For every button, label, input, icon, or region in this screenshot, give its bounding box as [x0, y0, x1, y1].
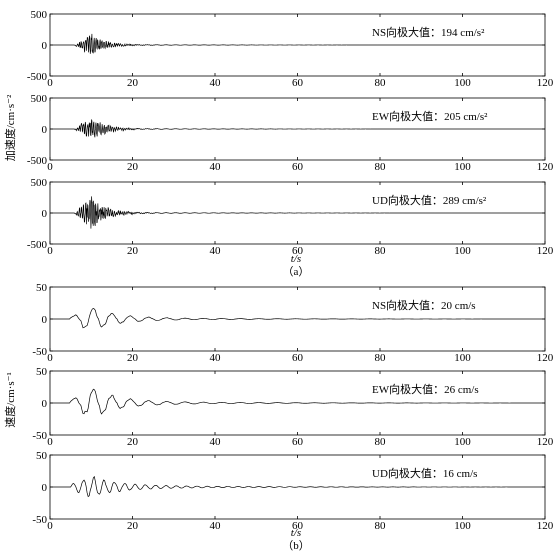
x-tick-label: 20: [127, 520, 139, 532]
x-tick-label: 0: [47, 436, 53, 448]
peak-annotation: EW向极大值：205 cm/s²: [372, 109, 488, 123]
caption-b: （b）: [282, 539, 310, 552]
x-tick-label: 100: [454, 352, 471, 364]
x-tick-label: 100: [454, 77, 471, 89]
x-tick-label: 40: [210, 352, 222, 364]
x-tick-label: 60: [292, 520, 304, 532]
x-tick-label: 80: [375, 161, 387, 173]
x-tick-label: 120: [537, 352, 554, 364]
x-tick-label: 120: [537, 161, 554, 173]
x-tick-label: 80: [375, 245, 387, 257]
x-tick-label: 60: [292, 245, 304, 257]
x-tick-label: 60: [292, 436, 304, 448]
x-tick-label: 40: [210, 436, 222, 448]
x-tick-label: 80: [375, 520, 387, 532]
waveform-line: [50, 119, 546, 138]
x-tick-label: 0: [47, 352, 53, 364]
waveform-line: [50, 33, 545, 54]
x-tick-label: 80: [375, 77, 387, 89]
y-tick-label: -500: [27, 155, 48, 167]
peak-annotation: NS向极大值：194 cm/s²: [372, 25, 485, 39]
y-tick-label: 500: [31, 177, 48, 189]
y-tick-label: 0: [42, 208, 48, 220]
y-tick-label: 50: [36, 282, 48, 294]
x-tick-label: 120: [537, 77, 554, 89]
peak-annotation: UD向极大值：289 cm/s²: [372, 193, 487, 207]
waveform-line: [50, 196, 545, 229]
x-tick-label: 100: [454, 245, 471, 257]
x-tick-label: 60: [292, 161, 304, 173]
x-tick-label: 20: [127, 161, 139, 173]
y-tick-label: 0: [42, 124, 48, 136]
acceleration-ylabel: 加速度/cm·s⁻²: [3, 94, 17, 161]
x-tick-label: 80: [375, 352, 387, 364]
x-tick-label: 40: [210, 520, 222, 532]
x-tick-label: 100: [454, 161, 471, 173]
caption-a: （a）: [283, 265, 310, 278]
x-tick-label: 60: [292, 77, 304, 89]
x-tick-label: 20: [127, 436, 139, 448]
acceleration-xlabel: t/s: [291, 253, 301, 265]
y-tick-label: 0: [42, 314, 48, 326]
x-tick-label: 100: [454, 520, 471, 532]
y-tick-label: 500: [31, 9, 48, 21]
velocity-xlabel: t/s: [291, 527, 301, 539]
x-tick-label: 120: [537, 520, 554, 532]
x-tick-label: 20: [127, 77, 139, 89]
y-tick-label: 50: [36, 366, 48, 378]
x-tick-label: 40: [210, 245, 222, 257]
y-tick-label: 0: [42, 398, 48, 410]
y-tick-label: -50: [32, 346, 47, 358]
y-tick-label: 0: [42, 40, 48, 52]
x-tick-label: 0: [47, 77, 53, 89]
x-tick-label: 0: [47, 245, 53, 257]
x-tick-label: 60: [292, 352, 304, 364]
x-tick-label: 120: [537, 245, 554, 257]
velocity-ylabel: 速度/cm·s⁻¹: [3, 372, 17, 428]
x-tick-label: 20: [127, 352, 139, 364]
y-tick-label: -500: [27, 239, 48, 251]
x-tick-label: 40: [210, 161, 222, 173]
x-tick-label: 0: [47, 520, 53, 532]
peak-annotation: EW向极大值：26 cm/s: [372, 382, 479, 396]
y-tick-label: 500: [31, 93, 48, 105]
peak-annotation: NS向极大值：20 cm/s: [372, 298, 476, 312]
waveform-line: [50, 388, 545, 415]
y-tick-label: 0: [42, 482, 48, 494]
x-tick-label: 100: [454, 436, 471, 448]
x-tick-label: 0: [47, 161, 53, 173]
peak-annotation: UD向极大值：16 cm/s: [372, 466, 477, 480]
y-tick-label: -50: [32, 514, 47, 526]
waveform-line: [50, 307, 546, 329]
x-tick-label: 80: [375, 436, 387, 448]
y-tick-label: -500: [27, 71, 48, 83]
waveform-line: [50, 475, 546, 498]
y-tick-label: 50: [36, 450, 48, 462]
x-tick-label: 20: [127, 245, 139, 257]
y-tick-label: -50: [32, 430, 47, 442]
x-tick-label: 40: [210, 77, 222, 89]
x-tick-label: 120: [537, 436, 554, 448]
